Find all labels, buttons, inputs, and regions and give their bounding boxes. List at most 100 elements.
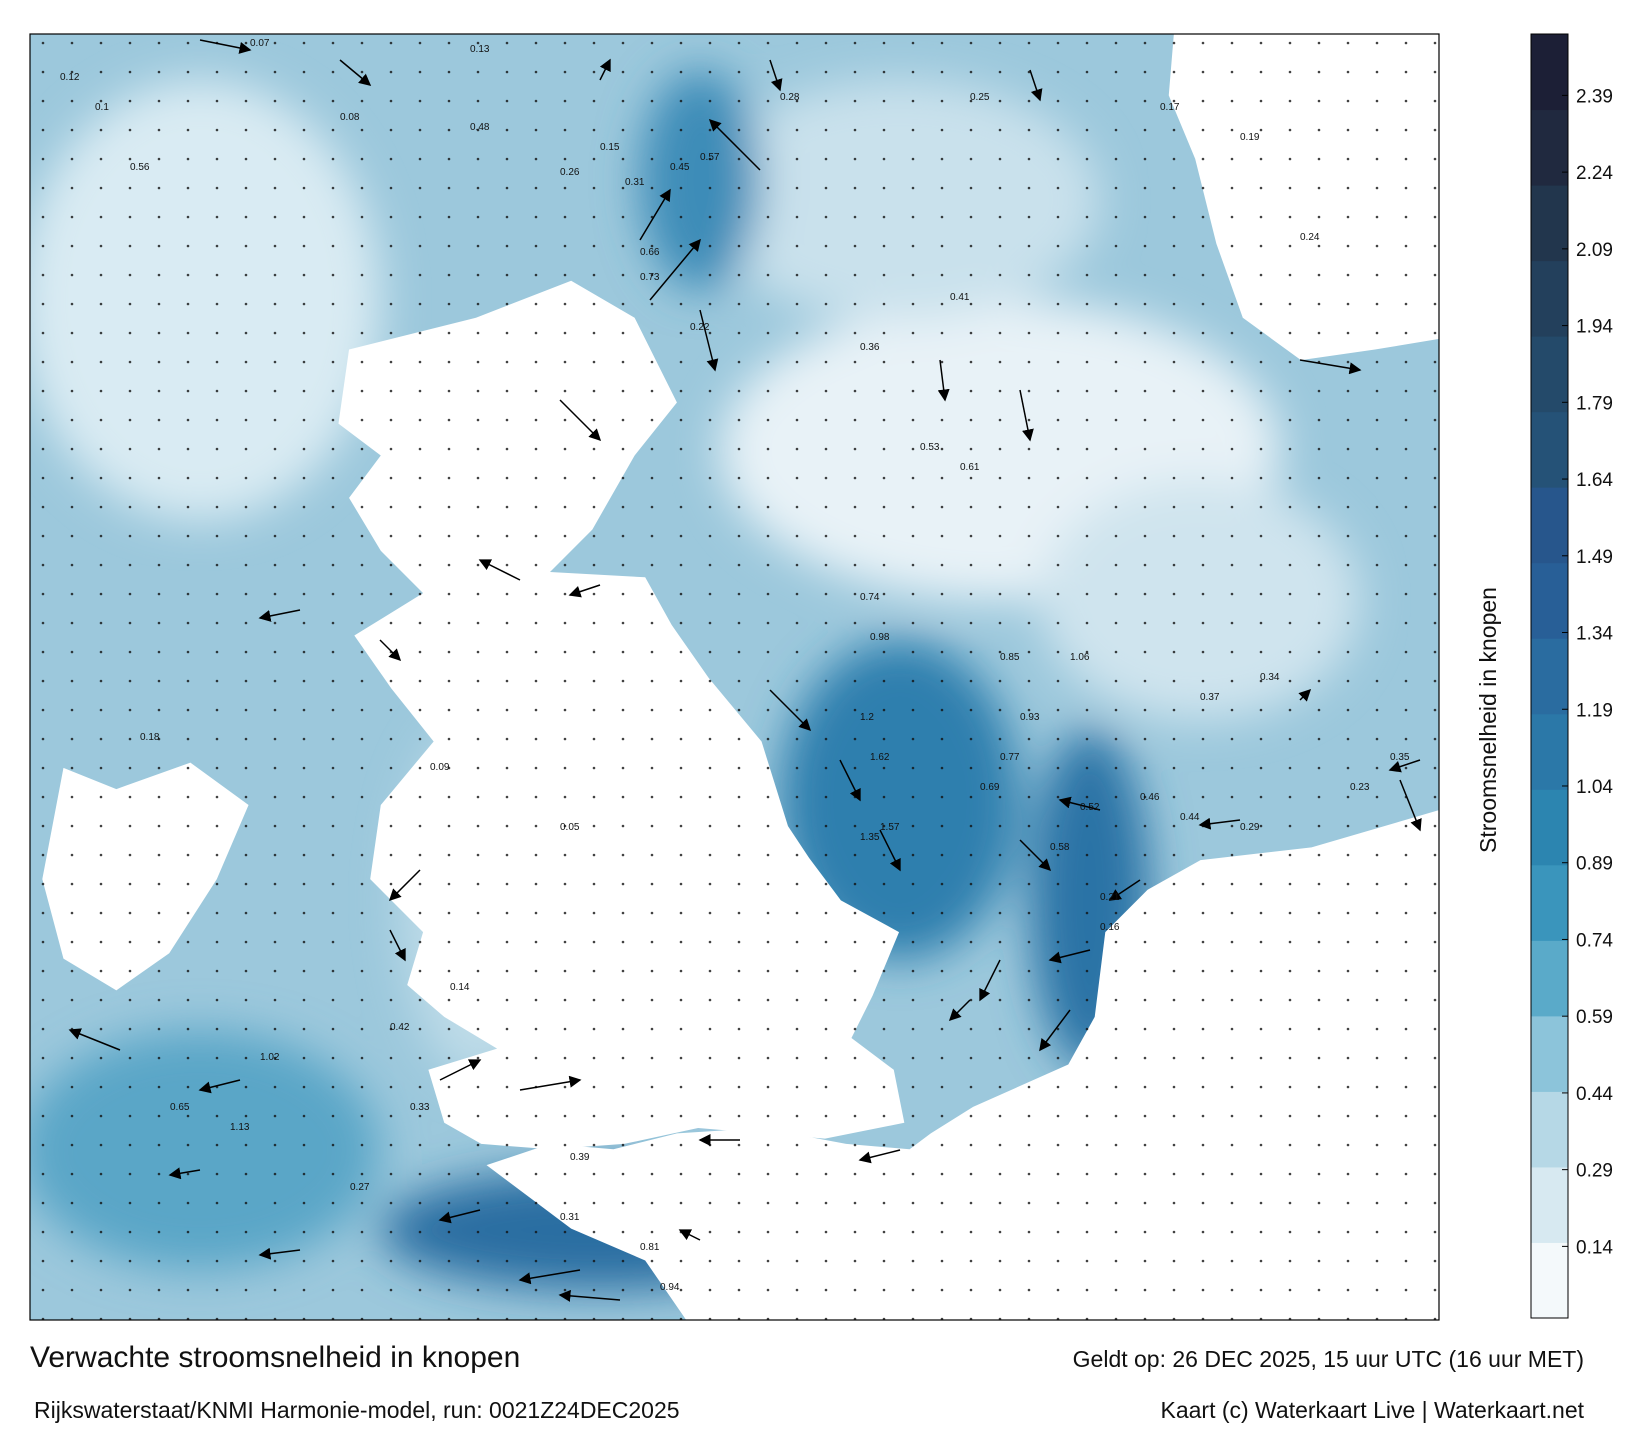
current-arrow <box>858 1149 901 1164</box>
current-label: 1.13 <box>230 1122 250 1133</box>
current-label: 0.34 <box>1260 672 1280 683</box>
current-arrow <box>258 1247 301 1260</box>
colorbar-band <box>1531 562 1568 639</box>
current-label: 0.93 <box>1020 712 1040 723</box>
colorbar-band <box>1531 1242 1568 1319</box>
colorbar-tick-label: 0.29 <box>1576 1161 1613 1182</box>
colorbar-band <box>1531 336 1568 413</box>
colorbar-band <box>1531 940 1568 1017</box>
current-label: 0.17 <box>1160 102 1180 113</box>
current-label: 0.56 <box>130 162 150 173</box>
current-label: 0.53 <box>920 442 940 453</box>
current-label: 0.08 <box>340 112 360 123</box>
vector-grid <box>30 34 1439 1320</box>
current-arrow <box>937 359 950 402</box>
current-label: 0.05 <box>560 822 580 833</box>
colorbar-tick-label: 1.64 <box>1576 470 1613 491</box>
current-arrow <box>708 118 761 171</box>
colorbar-band <box>1531 638 1568 715</box>
current-arrow <box>1019 839 1052 872</box>
map-frame <box>29 33 1440 1321</box>
current-arrow <box>769 59 783 92</box>
current-label: 0.14 <box>450 982 470 993</box>
current-arrow <box>518 1269 581 1285</box>
current-arrow <box>1399 779 1422 832</box>
current-label: 0.21 <box>1100 892 1120 903</box>
current-label: 0.1 <box>95 102 109 113</box>
current-label: 0.23 <box>1350 782 1370 793</box>
current-label: 0.31 <box>560 1212 580 1223</box>
current-arrow <box>1058 796 1101 811</box>
colorbar-tick-label: 0.74 <box>1576 930 1613 951</box>
current-label: 0.73 <box>640 272 660 283</box>
colorbar-tick-label: 0.59 <box>1576 1007 1613 1028</box>
current-label: 0.39 <box>570 1152 590 1163</box>
colorbar-tick-label: 1.49 <box>1576 547 1613 568</box>
current-label: 0.35 <box>1390 752 1410 763</box>
colorbar-tick-label: 1.04 <box>1576 777 1613 798</box>
colorbar-band <box>1531 185 1568 262</box>
current-label: 0.42 <box>390 1022 410 1033</box>
current-arrow <box>1029 69 1043 102</box>
current-label: 0.52 <box>1080 802 1100 813</box>
colorbar-band <box>1531 411 1568 488</box>
colorbar-tick-label: 2.39 <box>1576 86 1613 107</box>
current-arrow <box>478 559 521 581</box>
colorbar-tick-label: 2.09 <box>1576 240 1613 261</box>
current-label: 0.27 <box>350 1182 370 1193</box>
current-label: 0.98 <box>870 632 890 643</box>
current-label: 0.13 <box>470 44 490 55</box>
colorbar-band <box>1531 1091 1568 1168</box>
current-arrow <box>388 869 421 902</box>
current-arrow <box>558 1289 621 1302</box>
current-label: 0.85 <box>1000 652 1020 663</box>
current-arrow <box>1388 759 1421 773</box>
current-label: 0.81 <box>640 1242 660 1253</box>
colorbar-band <box>1531 713 1568 790</box>
current-label: 0.58 <box>1050 842 1070 853</box>
current-label: 0.15 <box>600 142 620 153</box>
current-arrow <box>649 238 701 301</box>
current-label: 1.02 <box>260 1052 280 1063</box>
colorbar-frame <box>1530 33 1569 1319</box>
current-arrow <box>1198 817 1241 830</box>
current-arrow <box>379 639 402 662</box>
map-title: Verwachte stroomsnelheid in knopen <box>30 1341 520 1374</box>
current-arrow <box>1108 879 1141 901</box>
colorbar-band <box>1531 1015 1568 1092</box>
current-arrow <box>519 1075 582 1091</box>
current-label: 0.24 <box>1300 232 1320 243</box>
current-label: 0.33 <box>410 1102 430 1113</box>
current-label: 0.12 <box>60 72 80 83</box>
colorbar-band <box>1531 109 1568 186</box>
current-arrow <box>1019 389 1034 442</box>
current-arrow <box>599 58 611 81</box>
current-label: 0.26 <box>560 167 580 178</box>
current-label: 0.09 <box>430 762 450 773</box>
colorbar-tick-label: 2.24 <box>1576 163 1613 184</box>
current-label: 0.25 <box>970 92 990 103</box>
current-arrow <box>1298 688 1312 702</box>
current-label: 0.36 <box>860 342 880 353</box>
map: 0.12 0.07 0.13 0.1 0.08 0.15 0.26 0.31 0.45 0.57 0… <box>30 34 1439 1320</box>
model-source: Rijkswaterstaat/KNMI Harmonie-model, run… <box>34 1397 680 1423</box>
colorbar-band <box>1531 789 1568 866</box>
colorbar-tick-label: 1.34 <box>1576 624 1613 645</box>
current-arrow <box>979 959 1001 1002</box>
colorbar-tick-label: 1.19 <box>1576 700 1613 721</box>
current-arrow <box>168 1167 201 1180</box>
colorbar-tick-label: 1.94 <box>1576 317 1613 338</box>
current-arrow <box>439 1059 482 1081</box>
colorbar-band <box>1531 260 1568 337</box>
current-label: 0.74 <box>860 592 880 603</box>
current-arrow <box>1299 359 1362 375</box>
current-arrow <box>699 309 719 372</box>
current-label: 1.62 <box>870 752 890 763</box>
current-label: 1.35 <box>860 832 880 843</box>
current-label: 0.31 <box>625 177 645 188</box>
colorbar-tick-label: 0.44 <box>1576 1084 1613 1105</box>
current-label: 0.46 <box>1140 792 1160 803</box>
current-arrows <box>68 39 1422 1302</box>
current-arrow <box>639 188 671 241</box>
current-label: 1.2 <box>860 712 874 723</box>
